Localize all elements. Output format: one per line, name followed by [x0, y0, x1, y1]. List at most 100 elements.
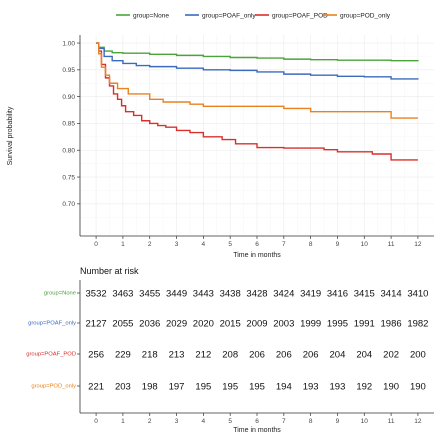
risk-row-label-3: group=POD_only: [31, 384, 76, 390]
plot-x-axis-label: Time in months: [233, 252, 281, 259]
x-tick-label-12: 12: [414, 241, 422, 248]
risk-cell-3-9: 193: [330, 382, 346, 393]
risk-row-label-2: group=POAF_POD: [26, 352, 76, 358]
risk-cell-1-10: 1991: [354, 319, 375, 330]
risk-x-tick-label-8: 8: [309, 418, 313, 425]
y-tick-label-4: 0.90: [62, 94, 75, 101]
risk-cell-1-7: 2003: [273, 319, 294, 330]
risk-cell-0-2: 3455: [139, 289, 160, 300]
x-tick-label-3: 3: [175, 241, 179, 248]
series-line-3: [96, 42, 418, 119]
x-tick-label-10: 10: [361, 241, 369, 248]
risk-x-tick-label-6: 6: [255, 418, 259, 425]
risk-cell-3-10: 192: [356, 382, 372, 393]
risk-cell-1-12: 1982: [407, 319, 428, 330]
risk-cell-2-5: 208: [222, 350, 238, 361]
risk-cell-3-4: 195: [195, 382, 211, 393]
x-tick-label-11: 11: [388, 241, 395, 248]
legend-label-3: group=POD_only: [340, 12, 391, 19]
risk-cell-3-1: 203: [115, 382, 131, 393]
risk-cell-1-5: 2015: [220, 319, 241, 330]
risk-cell-0-10: 3415: [354, 289, 375, 300]
risk-cell-2-0: 256: [88, 350, 104, 361]
risk-cell-2-1: 229: [115, 350, 131, 361]
risk-cell-2-12: 200: [410, 350, 426, 361]
y-tick-label-0: 0.70: [62, 201, 75, 208]
risk-cell-2-11: 202: [383, 350, 399, 361]
risk-x-tick-label-0: 0: [94, 418, 98, 425]
risk-cell-2-9: 204: [330, 350, 346, 361]
risk-table-title: Number at risk: [80, 266, 139, 276]
risk-row-label-1: group=POAF_only: [28, 321, 76, 327]
risk-x-tick-label-2: 2: [148, 418, 152, 425]
risk-x-tick-label-4: 4: [202, 418, 206, 425]
risk-cell-3-0: 221: [88, 382, 104, 393]
legend-label-2: group=POAF_POD: [272, 12, 328, 19]
plot-series: [96, 42, 419, 161]
risk-x-axis-label: Time in months: [233, 427, 281, 434]
risk-cell-1-2: 2036: [139, 319, 160, 330]
y-tick-label-6: 1.00: [62, 40, 75, 47]
risk-cell-3-12: 190: [410, 382, 426, 393]
plot-y-axis-label: Survival probability: [7, 106, 14, 165]
x-tick-label-6: 6: [255, 241, 259, 248]
y-tick-label-3: 0.85: [62, 121, 75, 128]
x-tick-label-8: 8: [309, 241, 313, 248]
risk-x-tick-label-7: 7: [282, 418, 286, 425]
risk-cell-1-1: 2055: [112, 319, 133, 330]
legend-label-1: group=POAF_only: [202, 12, 256, 19]
risk-cell-1-6: 2009: [246, 319, 267, 330]
plot-axes: 0.700.750.800.850.900.951.000 1 2 3 4 5 6 7 8 9 10…: [62, 35, 434, 248]
risk-x-tick-label-12: 12: [414, 418, 422, 425]
risk-cell-2-3: 213: [169, 350, 185, 361]
risk-cell-2-10: 204: [356, 350, 372, 361]
risk-x-tick-label-9: 9: [336, 418, 340, 425]
risk-cell-0-7: 3424: [273, 289, 294, 300]
series-line-1: [96, 42, 419, 80]
risk-cell-0-1: 3463: [112, 289, 133, 300]
risk-x-tick-label-11: 11: [388, 418, 395, 425]
risk-table: group=None 3532 3463 3455 3449 3443 3438 3428 34…: [26, 289, 428, 393]
risk-cell-0-8: 3419: [300, 289, 321, 300]
risk-cell-0-3: 3449: [166, 289, 187, 300]
risk-cell-0-4: 3443: [193, 289, 214, 300]
risk-cell-0-0: 3532: [86, 289, 107, 300]
risk-cell-2-6: 206: [249, 350, 265, 361]
risk-cell-0-6: 3428: [246, 289, 267, 300]
risk-cell-3-5: 195: [222, 382, 238, 393]
risk-cell-0-9: 3416: [327, 289, 348, 300]
series-line-2: [96, 42, 418, 161]
series-line-0: [96, 42, 419, 62]
risk-cell-2-2: 218: [142, 350, 158, 361]
x-tick-label-2: 2: [148, 241, 152, 248]
legend: group=None group=POAF_only group=POAF_POD g…: [116, 12, 391, 19]
x-tick-label-4: 4: [202, 241, 206, 248]
legend-label-0: group=None: [133, 12, 169, 19]
risk-cell-3-2: 198: [142, 382, 158, 393]
risk-x-tick-label-5: 5: [228, 418, 232, 425]
risk-x-tick-label-3: 3: [175, 418, 179, 425]
x-tick-label-5: 5: [228, 241, 232, 248]
risk-cell-3-8: 193: [303, 382, 319, 393]
plot-gridlines: [80, 35, 434, 236]
risk-x-tick-label-10: 10: [361, 418, 369, 425]
risk-cell-3-7: 194: [276, 382, 292, 393]
risk-cell-1-0: 2127: [86, 319, 107, 330]
risk-cell-0-5: 3438: [220, 289, 241, 300]
risk-cell-2-4: 212: [195, 350, 211, 361]
risk-cell-1-9: 1995: [327, 319, 348, 330]
x-tick-label-7: 7: [282, 241, 286, 248]
risk-cell-0-11: 3414: [381, 289, 402, 300]
risk-cell-1-3: 2029: [166, 319, 187, 330]
risk-table-axes: 0 1 2 3 4 5 6 7 8 9 10 11 12: [77, 280, 434, 425]
risk-x-tick-label-1: 1: [121, 418, 125, 425]
risk-cell-1-8: 1999: [300, 319, 321, 330]
y-tick-label-1: 0.75: [62, 174, 75, 181]
y-tick-label-5: 0.95: [62, 67, 75, 74]
risk-cell-3-11: 190: [383, 382, 399, 393]
x-tick-label-9: 9: [336, 241, 340, 248]
risk-cell-2-7: 206: [276, 350, 292, 361]
risk-row-label-0: group=None: [44, 291, 76, 297]
risk-cell-1-4: 2020: [193, 319, 214, 330]
